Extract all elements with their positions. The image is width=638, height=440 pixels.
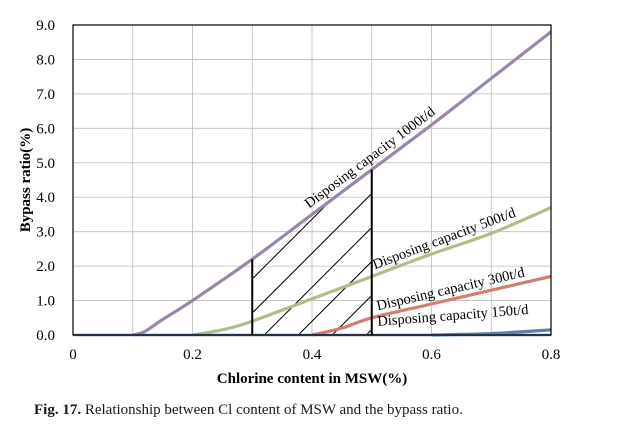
y-tick-label: 2.0: [36, 259, 55, 275]
y-tick-label: 8.0: [36, 52, 55, 68]
chart: 0 0.2 0.4 0.6 0.8 0.0 1.0 2.0 3.0 4.0 5.0 6.0 7.0 8.…: [18, 18, 560, 387]
x-axis-title: Chlorine content in MSW(%): [217, 371, 407, 387]
hatch-line: [252, 169, 321, 335]
hatch-line: [252, 169, 372, 335]
x-tick-label: 0.8: [542, 347, 561, 363]
y-axis-ticks: 0.0 1.0 2.0 3.0 4.0 5.0 6.0 7.0 8.0 9.0: [36, 18, 55, 344]
hatch-line: [297, 169, 372, 335]
hatch-line: [252, 169, 287, 335]
figure-caption-text: Relationship between Cl content of MSW a…: [81, 402, 463, 418]
x-axis-ticks: 0 0.2 0.4 0.6 0.8: [69, 347, 560, 363]
series-line: [192, 206, 552, 337]
x-tick-label: 0.2: [183, 347, 202, 363]
plot-frame: [72, 24, 552, 336]
series-line: [132, 30, 552, 337]
y-tick-label: 4.0: [36, 190, 55, 206]
series-line: [311, 274, 552, 337]
hatch-line: [263, 169, 372, 335]
y-tick-label: 1.0: [36, 294, 55, 310]
figure-caption: Fig. 17. Relationship between Cl content…: [34, 402, 463, 419]
y-axis-title: Bypass ratio(%): [18, 128, 34, 233]
x-tick-label: 0.4: [303, 347, 322, 363]
x-tick-label: 0: [69, 347, 77, 363]
hatch-line: [252, 169, 372, 335]
y-tick-label: 9.0: [36, 18, 55, 34]
y-tick-label: 0.0: [36, 328, 55, 344]
curve-label: Disposing capacity 1000t/d: [302, 103, 439, 211]
figure-label: Fig. 17.: [34, 402, 82, 418]
y-tick-label: 7.0: [36, 87, 55, 103]
y-tick-label: 6.0: [36, 121, 55, 137]
curve-label: Disposing capacity 500t/d: [371, 205, 519, 273]
x-tick-label: 0.6: [422, 347, 441, 363]
y-tick-label: 3.0: [36, 225, 55, 241]
hatched-region-bounds: [251, 169, 373, 335]
y-tick-label: 5.0: [36, 156, 55, 172]
